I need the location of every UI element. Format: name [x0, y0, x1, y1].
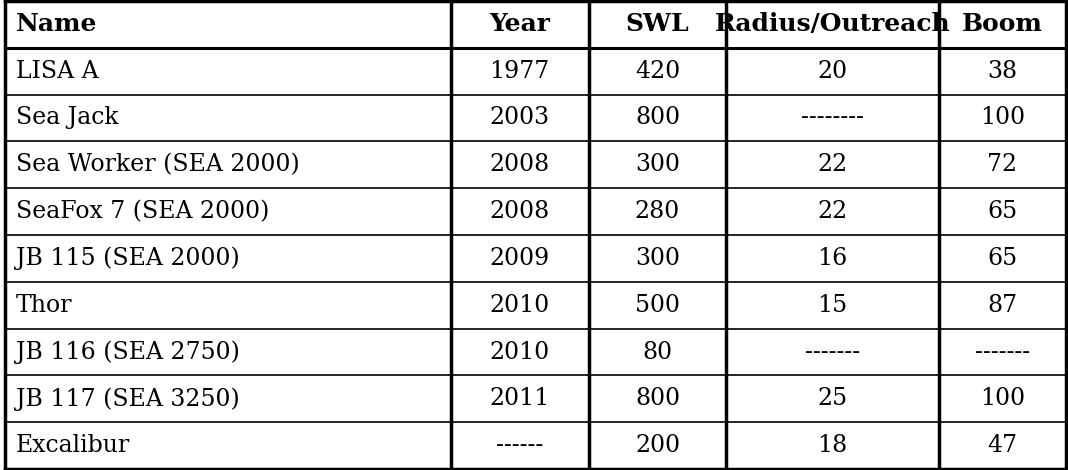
- Text: Thor: Thor: [16, 294, 73, 317]
- Text: 100: 100: [979, 107, 1025, 129]
- Text: 300: 300: [635, 247, 680, 270]
- Text: Sea Worker (SEA 2000): Sea Worker (SEA 2000): [16, 153, 300, 176]
- Text: 2010: 2010: [489, 294, 550, 317]
- Text: 280: 280: [635, 200, 680, 223]
- Text: 18: 18: [817, 434, 848, 457]
- Text: 800: 800: [635, 107, 680, 129]
- Text: Name: Name: [16, 12, 97, 36]
- Text: Year: Year: [489, 12, 550, 36]
- Text: Boom: Boom: [962, 12, 1042, 36]
- Text: 2010: 2010: [489, 341, 550, 363]
- Text: 80: 80: [643, 341, 673, 363]
- Text: 800: 800: [635, 387, 680, 410]
- Text: 25: 25: [817, 387, 848, 410]
- Text: 300: 300: [635, 153, 680, 176]
- Text: Sea Jack: Sea Jack: [16, 107, 119, 129]
- Text: Radius/Outreach: Radius/Outreach: [714, 12, 951, 36]
- Text: 22: 22: [817, 153, 848, 176]
- Text: 72: 72: [987, 153, 1018, 176]
- Text: 2008: 2008: [489, 200, 550, 223]
- Text: 500: 500: [635, 294, 680, 317]
- Text: SWL: SWL: [626, 12, 689, 36]
- Text: 22: 22: [817, 200, 848, 223]
- Text: 20: 20: [817, 60, 848, 83]
- Text: LISA A: LISA A: [16, 60, 98, 83]
- Text: JB 117 (SEA 3250): JB 117 (SEA 3250): [16, 387, 240, 411]
- Text: 87: 87: [987, 294, 1018, 317]
- Text: Excalibur: Excalibur: [16, 434, 130, 457]
- Text: 100: 100: [979, 387, 1025, 410]
- Text: 420: 420: [635, 60, 680, 83]
- Text: JB 115 (SEA 2000): JB 115 (SEA 2000): [16, 247, 240, 270]
- Text: 1977: 1977: [489, 60, 550, 83]
- Text: -------: -------: [975, 341, 1030, 363]
- Text: 2011: 2011: [489, 387, 550, 410]
- Text: 65: 65: [987, 247, 1018, 270]
- Text: ------: ------: [496, 434, 544, 457]
- Text: --------: --------: [801, 107, 864, 129]
- Text: 65: 65: [987, 200, 1018, 223]
- Text: SeaFox 7 (SEA 2000): SeaFox 7 (SEA 2000): [16, 200, 269, 223]
- Text: 38: 38: [987, 60, 1018, 83]
- Text: 47: 47: [987, 434, 1018, 457]
- Text: 2003: 2003: [489, 107, 550, 129]
- Text: 16: 16: [817, 247, 848, 270]
- Text: 15: 15: [817, 294, 848, 317]
- Text: -------: -------: [805, 341, 860, 363]
- Text: 200: 200: [635, 434, 680, 457]
- Text: JB 116 (SEA 2750): JB 116 (SEA 2750): [16, 340, 240, 364]
- Text: 2009: 2009: [489, 247, 550, 270]
- Text: 2008: 2008: [489, 153, 550, 176]
